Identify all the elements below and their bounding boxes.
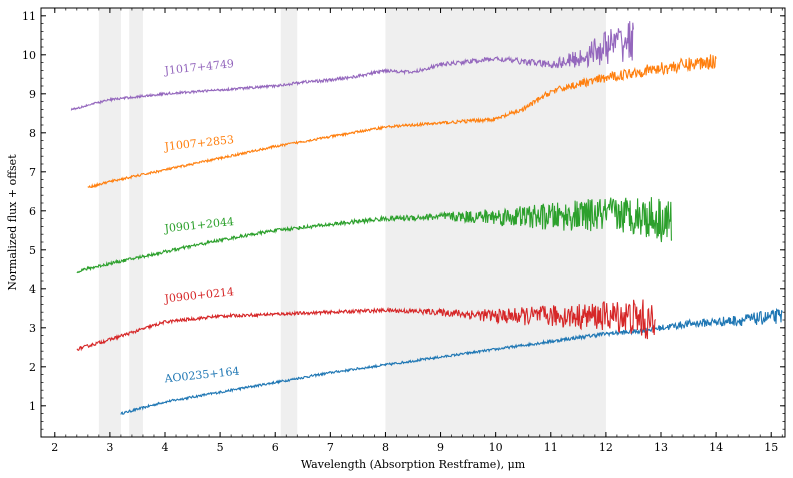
series-line-0 — [120, 307, 783, 415]
series-label-2: J0901+2044 — [163, 215, 235, 235]
series-line-3 — [87, 54, 717, 189]
y-tick-label: 2 — [29, 361, 36, 374]
series-label-0: AO0235+164 — [163, 365, 240, 386]
x-tick-label: 2 — [51, 441, 58, 454]
plot-frame — [40, 7, 786, 438]
y-tick-label: 5 — [29, 244, 36, 257]
x-tick-label: 14 — [709, 441, 723, 454]
series-label-1: J0900+0214 — [163, 285, 235, 305]
series-line-4 — [70, 21, 634, 111]
x-tick-label: 8 — [382, 441, 389, 454]
y-tick-label: 6 — [29, 205, 36, 218]
x-tick-label: 6 — [272, 441, 279, 454]
x-tick-label: 12 — [599, 441, 613, 454]
x-tick-label: 15 — [764, 441, 778, 454]
shaded-region-3 — [385, 8, 606, 437]
x-tick-label: 13 — [654, 441, 668, 454]
y-tick-label: 8 — [29, 127, 36, 140]
series-labels: AO0235+164 J0900+0214 J0901+2044 J1007+2853… — [163, 57, 240, 385]
x-tick-label: 10 — [489, 441, 503, 454]
y-tick-label: 10 — [22, 49, 36, 62]
y-tick-label: 9 — [29, 88, 36, 101]
y-tick-label: 3 — [29, 322, 36, 335]
x-tick-label: 4 — [162, 441, 169, 454]
series-lines — [70, 21, 783, 415]
y-tick-label: 7 — [29, 166, 36, 179]
x-tick-label: 5 — [217, 441, 224, 454]
x-tick-label: 3 — [106, 441, 113, 454]
y-tick-label: 4 — [29, 283, 36, 296]
y-axis-label: Normalized flux + offset — [6, 154, 19, 291]
shaded-regions — [98, 8, 606, 437]
series-line-2 — [76, 197, 673, 274]
x-tick-label: 7 — [327, 441, 334, 454]
x-tick-label: 9 — [437, 441, 444, 454]
shaded-region-2 — [280, 8, 298, 437]
series-label-3: J1007+2853 — [163, 133, 235, 153]
shaded-region-1 — [129, 8, 143, 437]
y-tick-label: 11 — [22, 10, 36, 23]
series-line-1 — [76, 299, 656, 352]
x-tick-label: 11 — [544, 441, 558, 454]
y-tick-label: 1 — [29, 400, 36, 413]
shaded-region-0 — [98, 8, 121, 437]
series-label-4: J1017+4749 — [163, 57, 235, 77]
x-axis-label: Wavelength (Absorption Restframe), μm — [301, 458, 526, 471]
